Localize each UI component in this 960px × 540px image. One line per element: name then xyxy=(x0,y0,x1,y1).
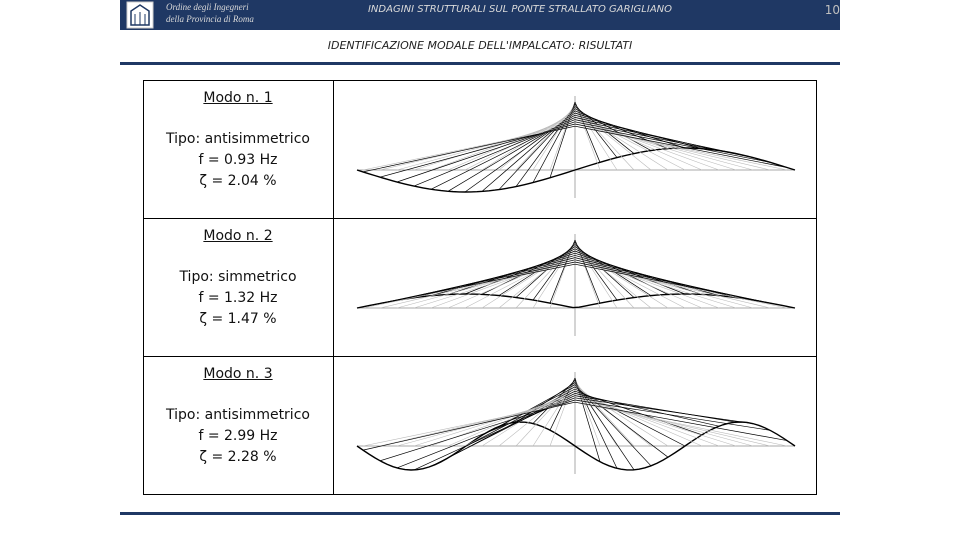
logo xyxy=(126,1,154,29)
cable-undeformed xyxy=(413,395,576,447)
cable-undeformed xyxy=(574,390,703,447)
subtitle: IDENTIFICAZIONE MODALE DELL'IMPALCATO: R… xyxy=(327,39,633,52)
cable-deformed xyxy=(574,401,788,441)
cable-undeformed xyxy=(379,399,576,447)
cable-deformed xyxy=(464,388,576,448)
cable-undeformed xyxy=(396,259,576,309)
cable-deformed xyxy=(413,395,576,471)
cable-undeformed xyxy=(447,114,576,171)
cable-undeformed xyxy=(574,123,771,171)
cable-undeformed xyxy=(574,255,720,309)
org-line: della Provincia di Roma xyxy=(166,14,254,24)
organization: Ordine degli Ingegneri della Provincia d… xyxy=(166,1,254,25)
cable-undeformed xyxy=(464,112,576,171)
mode-label: Modo n. 1 xyxy=(203,90,273,106)
cable-undeformed xyxy=(574,259,754,309)
header-bar xyxy=(120,0,840,30)
cable-undeformed xyxy=(396,121,576,171)
cable-undeformed xyxy=(574,119,737,171)
mode-label: Modo n. 2 xyxy=(203,228,273,244)
cable-undeformed xyxy=(481,248,576,309)
cable-deformed xyxy=(574,252,703,295)
mode-frequency: f = 1.32 Hz xyxy=(198,290,278,306)
cable-undeformed xyxy=(574,395,737,447)
cable-undeformed xyxy=(574,401,788,447)
cable-undeformed xyxy=(413,119,576,171)
cable-undeformed xyxy=(574,393,720,447)
org-line: Ordine degli Ingegneri xyxy=(166,2,249,12)
mode-type: Tipo: antisimmetrico xyxy=(166,407,310,423)
deck-deformed xyxy=(356,293,796,309)
cable-undeformed xyxy=(574,397,754,447)
cable-undeformed xyxy=(549,377,576,447)
mode-cell: Modo n. 3 Tipo: antisimmetrico f = 2.99 Hz… xyxy=(143,356,333,494)
cable-deformed xyxy=(574,388,686,447)
cable-deformed xyxy=(362,125,576,173)
cable-undeformed xyxy=(379,261,576,309)
mode-damping: ζ = 1.47 % xyxy=(199,311,277,327)
cable-undeformed xyxy=(447,252,576,309)
page-number: 10 xyxy=(824,3,840,17)
header-title: INDAGINI STRUTTURALI SUL PONTE STRALLATO… xyxy=(367,4,673,15)
cable-deformed xyxy=(574,386,669,458)
mode-cell: Modo n. 2 Tipo: simmetrico f = 1.32 Hz ζ = … xyxy=(143,218,333,356)
mode-frequency: f = 0.93 Hz xyxy=(198,152,278,168)
mode-cell: Modo n. 1 Tipo: antisimmetrico f = 0.93 Hz… xyxy=(143,80,333,218)
cable-undeformed xyxy=(574,112,686,171)
cable-deformed xyxy=(396,121,576,183)
cable-undeformed xyxy=(574,117,720,171)
cable-undeformed xyxy=(447,390,576,447)
mode-damping: ζ = 2.04 % xyxy=(199,173,277,189)
cable-undeformed xyxy=(574,248,669,309)
cable-undeformed xyxy=(574,250,686,309)
cable-deformed xyxy=(574,377,601,462)
cable-deformed xyxy=(574,125,788,168)
deck-deformed xyxy=(356,421,796,471)
mode-type: Tipo: antisimmetrico xyxy=(166,131,310,147)
cable-deformed xyxy=(574,399,771,431)
mode-label: Modo n. 3 xyxy=(203,366,273,382)
cable-undeformed xyxy=(574,125,788,171)
cable-deformed xyxy=(574,393,720,427)
mode-damping: ζ = 2.28 % xyxy=(199,449,277,465)
cable-deformed xyxy=(574,121,754,158)
cable-deformed xyxy=(574,123,771,163)
mode-type: Tipo: simmetrico xyxy=(179,269,297,285)
mode-frequency: f = 2.99 Hz xyxy=(198,428,278,444)
cable-undeformed xyxy=(396,397,576,447)
cable-undeformed xyxy=(574,399,771,447)
cable-undeformed xyxy=(574,261,771,309)
cable-deformed xyxy=(574,103,618,158)
top-rule xyxy=(120,62,840,65)
bottom-rule xyxy=(120,512,840,515)
cable-deformed xyxy=(362,401,576,451)
cable-undeformed xyxy=(574,252,703,309)
cable-deformed xyxy=(362,263,576,308)
cable-deformed xyxy=(447,252,576,295)
cable-deformed xyxy=(574,263,788,307)
cable-undeformed xyxy=(430,255,576,309)
cable-undeformed xyxy=(464,250,576,309)
table-border xyxy=(143,80,817,495)
cable-deformed xyxy=(379,399,576,462)
cable-deformed xyxy=(574,395,737,423)
cable-deformed xyxy=(574,119,737,154)
cable-undeformed xyxy=(362,401,576,447)
cable-deformed xyxy=(574,397,754,424)
